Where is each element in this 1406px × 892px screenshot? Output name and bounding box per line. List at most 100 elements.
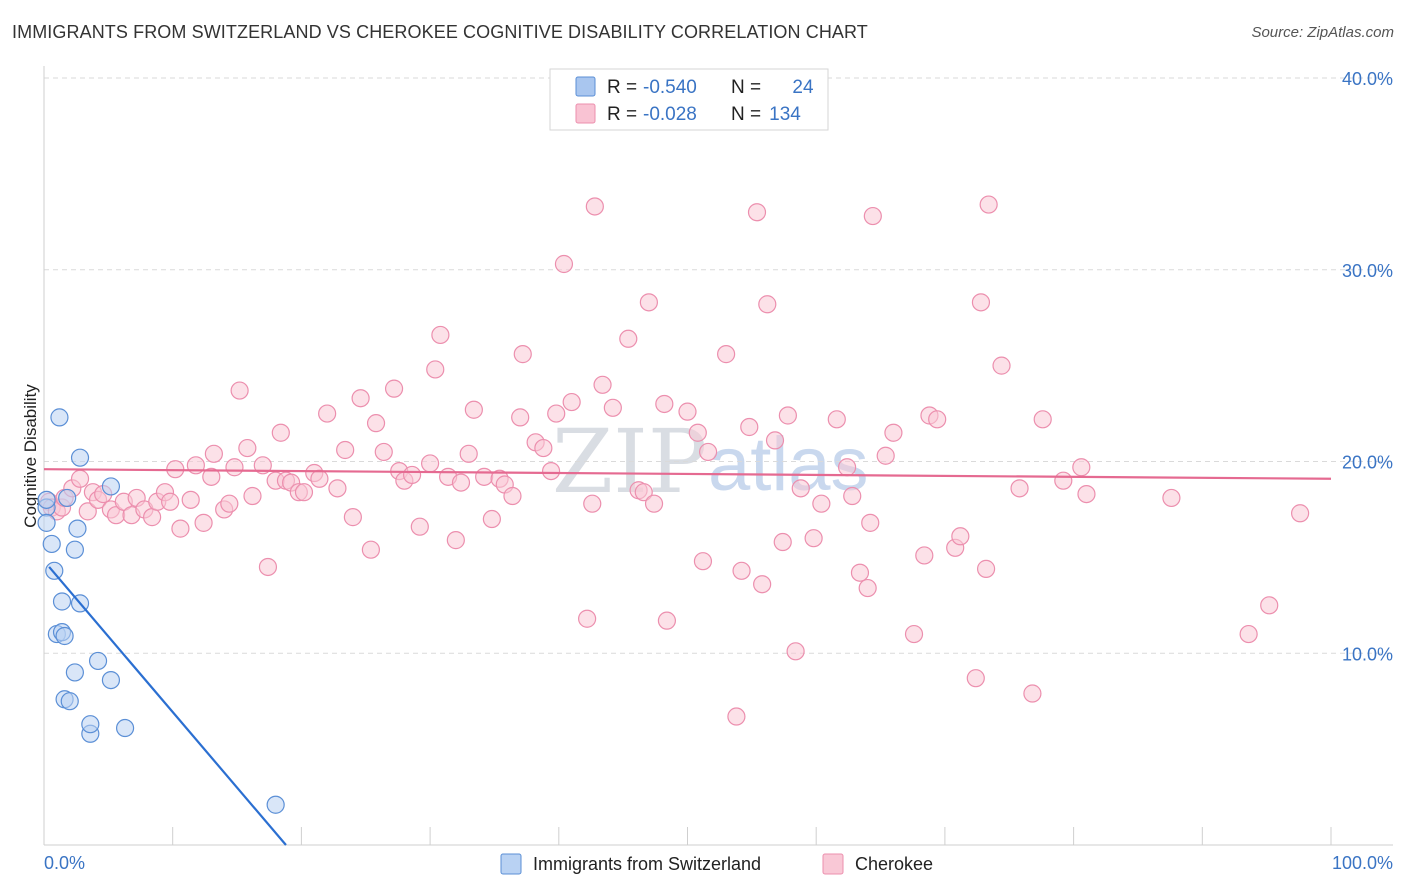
point-cherokee-125	[976, 559, 996, 578]
legend-r-label-1: R =	[607, 104, 637, 125]
point-cherokee-113	[861, 513, 880, 532]
legend-n-label-1: N =	[731, 104, 761, 125]
point-cherokee-7	[78, 502, 97, 521]
point-cherokee-131	[1054, 471, 1073, 490]
point-cherokee-45	[328, 479, 347, 498]
point-cherokee-56	[410, 517, 429, 536]
point-cherokee-48	[351, 389, 370, 408]
point-cherokee-41	[294, 483, 314, 502]
point-cherokee-103	[778, 406, 797, 425]
x-tick-label-0: 0.0%	[44, 853, 85, 873]
point-cherokee-71	[513, 345, 532, 364]
point-cherokee-99	[753, 575, 772, 594]
point-cherokee-80	[585, 197, 604, 216]
point-cherokee-109	[837, 458, 857, 477]
point-cherokee-44	[318, 404, 337, 423]
stats-legend-box	[549, 68, 829, 131]
series-legend-label-cherokee: Cherokee	[855, 854, 933, 874]
point-cherokee-90	[678, 402, 697, 421]
point-cherokee-95	[727, 707, 746, 726]
point-cherokee-77	[562, 392, 581, 412]
series-legend: Immigrants from Switzerland Cherokee	[500, 853, 933, 875]
point-switzerland-15	[68, 519, 87, 538]
point-cherokee-61	[446, 531, 465, 550]
legend-r-value-0: -0.540	[643, 77, 697, 98]
point-switzerland-21	[101, 670, 121, 690]
point-switzerland-9	[55, 626, 74, 646]
point-cherokee-6	[70, 469, 90, 488]
y-tick-labels: 10.0% 20.0% 30.0% 40.0%	[1342, 69, 1393, 664]
point-switzerland-12	[60, 692, 79, 711]
point-cherokee-59	[431, 325, 450, 345]
trend-line-cherokee	[43, 468, 1332, 480]
series-legend-swatch-switzerland	[500, 853, 522, 875]
point-switzerland-14	[65, 540, 84, 559]
point-cherokee-65	[475, 467, 494, 486]
gridlines	[44, 77, 1393, 654]
point-cherokee-34	[253, 456, 272, 475]
data-points	[37, 195, 1310, 814]
point-cherokee-23	[181, 490, 200, 509]
point-cherokee-20	[161, 492, 180, 511]
point-cherokee-69	[503, 486, 522, 506]
point-cherokee-17	[143, 508, 162, 527]
point-cherokee-51	[374, 442, 393, 462]
point-cherokee-129	[1023, 684, 1042, 703]
point-cherokee-124	[971, 293, 991, 312]
point-switzerland-2	[37, 490, 56, 509]
point-switzerland-13	[65, 663, 84, 682]
point-switzerland-11	[58, 488, 77, 508]
point-cherokee-46	[336, 440, 355, 460]
point-cherokee-73	[534, 438, 553, 458]
trend-lines	[43, 468, 1332, 846]
point-cherokee-50	[366, 414, 386, 433]
y-axis-title: Cognitive Disability	[21, 384, 40, 528]
stats-legend: R = -0.540 N = 24 R = -0.028 N = 134	[549, 68, 829, 131]
point-cherokee-115	[876, 446, 895, 465]
point-cherokee-37	[271, 423, 290, 442]
legend-swatch-switzerland	[575, 76, 596, 97]
point-cherokee-64	[464, 400, 483, 419]
point-cherokee-111	[850, 563, 870, 582]
point-cherokee-66	[482, 509, 501, 529]
point-cherokee-132	[1072, 458, 1091, 477]
point-cherokee-85	[634, 483, 653, 502]
y-tick-label-3: 40.0%	[1342, 69, 1393, 89]
point-switzerland-24	[266, 795, 285, 814]
point-cherokee-133	[1077, 484, 1096, 504]
point-cherokee-92	[693, 552, 713, 571]
point-cherokee-86	[639, 293, 658, 312]
point-cherokee-35	[258, 557, 278, 577]
point-cherokee-136	[1260, 596, 1279, 615]
point-cherokee-116	[884, 423, 903, 442]
point-cherokee-117	[904, 624, 924, 644]
point-cherokee-104	[786, 642, 805, 661]
point-cherokee-22	[171, 519, 190, 538]
point-cherokee-82	[603, 398, 622, 417]
point-switzerland-23	[115, 718, 135, 738]
legend-r-label-0: R =	[607, 77, 637, 98]
point-cherokee-128	[1010, 479, 1029, 498]
point-cherokee-93	[698, 442, 718, 462]
y-tick-label-0: 10.0%	[1342, 644, 1393, 664]
point-switzerland-19	[81, 715, 100, 734]
point-cherokee-137	[1291, 504, 1310, 523]
point-cherokee-25	[194, 513, 213, 532]
point-cherokee-83	[619, 329, 638, 348]
point-cherokee-94	[717, 345, 736, 364]
point-switzerland-1	[37, 513, 56, 532]
point-cherokee-96	[732, 561, 751, 580]
point-cherokee-97	[740, 417, 759, 437]
point-cherokee-120	[928, 410, 947, 429]
point-cherokee-31	[230, 381, 249, 400]
point-cherokee-88	[655, 394, 674, 414]
point-cherokee-81	[593, 375, 612, 394]
point-cherokee-98	[747, 203, 767, 222]
point-cherokee-87	[644, 494, 664, 513]
point-switzerland-8	[52, 592, 72, 611]
point-cherokee-55	[402, 465, 422, 485]
point-cherokee-107	[812, 494, 831, 513]
point-cherokee-126	[979, 195, 998, 214]
point-switzerland-6	[50, 408, 69, 427]
